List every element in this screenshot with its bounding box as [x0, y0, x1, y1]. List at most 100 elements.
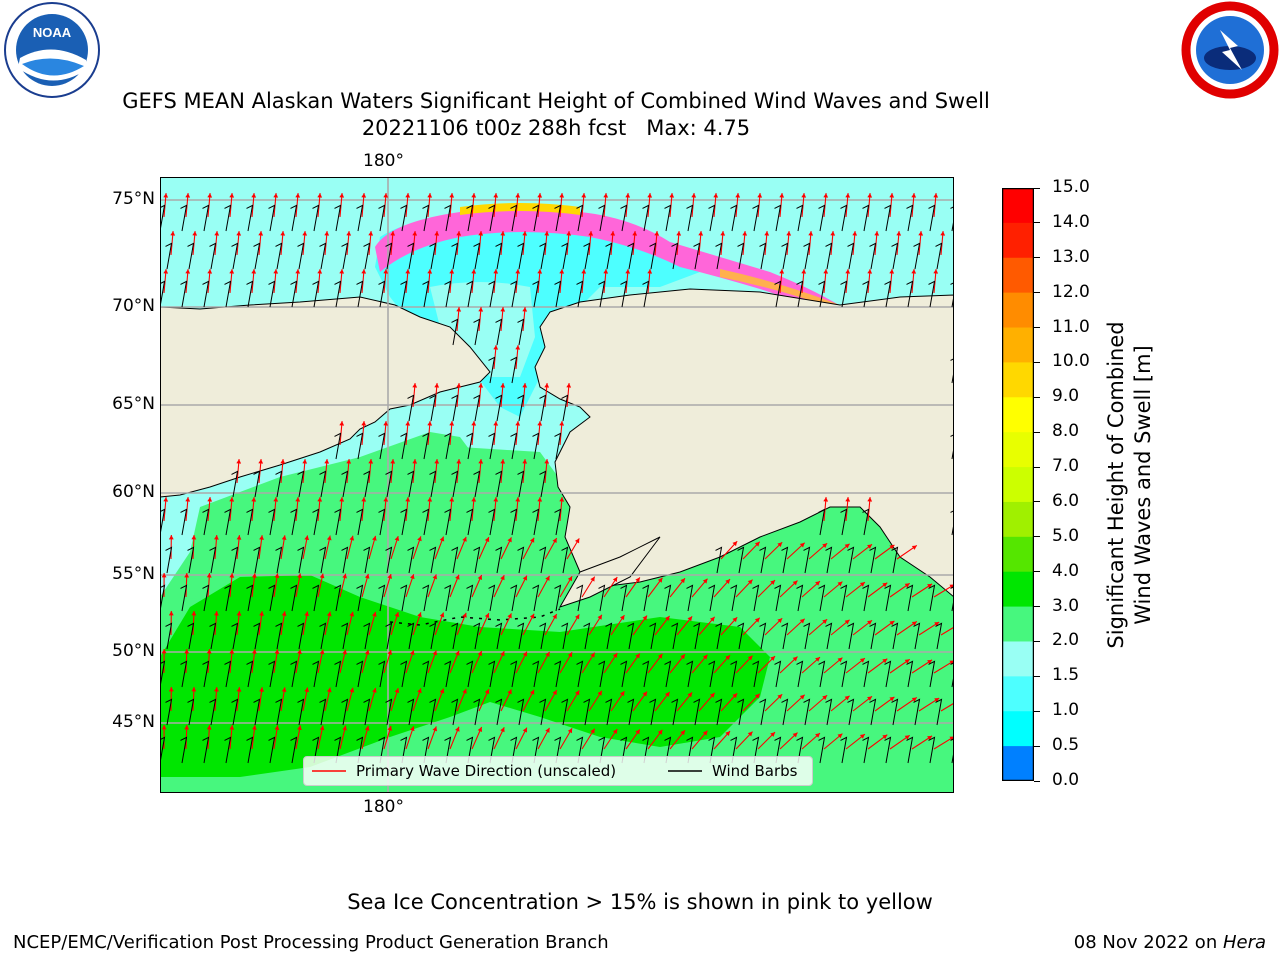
wave-arrow-head	[522, 459, 528, 464]
wave-arrow-head	[603, 269, 609, 274]
wind-barb	[825, 546, 833, 574]
aleutian-islands	[389, 608, 561, 626]
wave-arrow-head	[612, 576, 618, 582]
wind-barb	[708, 584, 716, 612]
wave-arrow-head	[777, 694, 783, 700]
wind-barb	[319, 622, 327, 650]
wave-arrow-head	[837, 581, 843, 587]
wave-arrow-head	[500, 307, 506, 312]
wind-barb	[202, 204, 210, 232]
wave-arrow-head	[326, 687, 332, 693]
wind-barb	[781, 242, 789, 270]
wind-barb	[561, 698, 569, 726]
wave-arrow-head	[161, 725, 167, 730]
wave-arrow-head	[346, 459, 352, 464]
wind-barb	[290, 584, 298, 612]
wind-barb	[297, 242, 305, 270]
wind-barb	[466, 584, 474, 612]
wind-barb	[319, 470, 327, 498]
wind-barb	[554, 508, 562, 536]
wind-barb	[774, 736, 782, 764]
wave-arrow-head	[844, 619, 850, 625]
wave-arrow-head	[471, 497, 477, 502]
wave-arrow-head	[387, 650, 393, 655]
wave-arrow-head	[317, 269, 323, 274]
wind-barb	[356, 432, 364, 460]
wind-barb	[165, 242, 173, 270]
wind-barb	[385, 242, 393, 270]
wind-barb	[180, 508, 188, 536]
wave-arrow-head	[449, 269, 455, 274]
colorbar-tick-mark	[1034, 675, 1040, 677]
wind-barb	[451, 546, 459, 574]
wave-arrow-head	[346, 231, 352, 236]
wind-barb	[884, 584, 892, 612]
wave-arrow-head	[342, 649, 347, 655]
wind-barb	[385, 470, 393, 498]
wave-arrow-head	[493, 345, 499, 350]
wind-barb	[891, 622, 899, 650]
wind-barb	[451, 394, 459, 422]
wave-arrow-head	[394, 688, 400, 694]
wind-barb	[862, 584, 870, 612]
wave-arrow-head	[574, 538, 580, 544]
wind-barb	[356, 736, 364, 764]
wave-arrow-head	[439, 688, 445, 694]
wave-arrow-head	[680, 578, 685, 584]
wind-barb	[664, 736, 672, 764]
wind-barb	[906, 736, 914, 764]
wind-barb	[781, 698, 789, 726]
wave-arrow-head	[770, 656, 776, 661]
wave-arrow-head	[229, 497, 235, 502]
wave-arrow-head	[184, 649, 190, 654]
wave-arrow-head	[439, 612, 445, 618]
wave-arrow-head	[625, 269, 631, 274]
wind-barb	[363, 470, 371, 498]
wave-arrow-head	[770, 580, 776, 585]
wind-barb	[473, 470, 481, 498]
colorbar-tick-mark	[1034, 361, 1040, 363]
vector-field	[160, 193, 954, 764]
wave-arrow-head	[281, 687, 287, 693]
wind-barb	[774, 204, 782, 232]
colorbar-segment	[1002, 467, 1034, 503]
wind-barb	[803, 546, 811, 574]
wave-arrow-head	[529, 689, 535, 695]
map-legend: Primary Wave Direction (unscaled) Wind B…	[303, 756, 813, 786]
colorbar-tick-label: 11.0	[1052, 316, 1090, 337]
wave-arrow-head	[456, 383, 462, 388]
wind-barb	[356, 204, 364, 232]
wind-barb	[906, 280, 914, 308]
wave-arrow-head	[889, 269, 895, 274]
wind-barb	[407, 394, 415, 422]
colorbar-segment	[1002, 746, 1034, 781]
wave-arrow-head	[537, 193, 543, 198]
wave-arrow-head	[859, 582, 865, 587]
wave-arrow-head	[251, 649, 257, 654]
colorbar-tick-label: 12.0	[1052, 281, 1090, 302]
wind-barb	[444, 508, 452, 536]
lat-label-70: 70°N	[112, 296, 155, 316]
colorbar-tick-label: 0.5	[1052, 735, 1080, 756]
wind-barb	[495, 698, 503, 726]
wind-barb	[378, 660, 386, 688]
wave-arrow-head	[462, 612, 467, 618]
wave-arrow-head	[390, 459, 396, 464]
wind-barb	[510, 584, 518, 612]
wave-arrow-head	[933, 269, 939, 274]
sea-ice-note: Sea Ice Concentration > 15% is shown in …	[347, 890, 933, 914]
wave-arrow-head	[405, 269, 411, 274]
wind-barb	[488, 356, 496, 384]
wind-barb	[928, 736, 936, 764]
wind-barb	[363, 546, 371, 574]
colorbar-segment	[1002, 188, 1034, 224]
wind-barb	[400, 584, 408, 612]
wind-barb	[730, 736, 738, 764]
wind-barb	[312, 736, 320, 764]
wind-barb	[275, 242, 283, 270]
wave-arrow-head	[777, 542, 783, 548]
wind-barb	[869, 622, 877, 650]
wave-arrow-head	[567, 576, 573, 582]
wind-barb	[224, 508, 232, 536]
wave-arrow-head	[449, 193, 455, 198]
